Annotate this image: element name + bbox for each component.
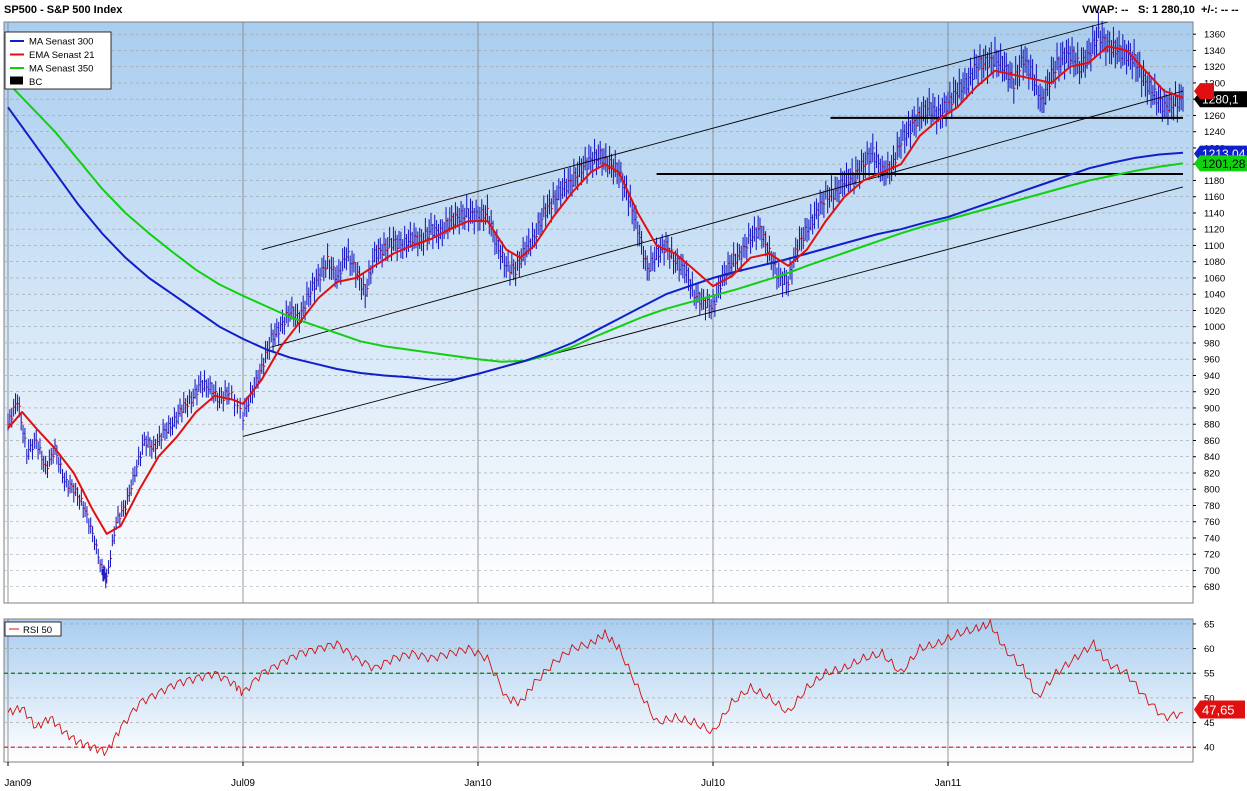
price-tick-label: 940	[1204, 371, 1220, 382]
price-tick-label: 1120	[1204, 225, 1224, 236]
rsi-legend-box	[4, 621, 62, 637]
price-tick-label: 960	[1204, 355, 1220, 366]
ema21-line	[7, 45, 1184, 535]
price-tick-label: 1180	[1204, 176, 1224, 187]
rsi-legend: RSI 50	[4, 621, 62, 637]
rsi-tick-label: 60	[1204, 644, 1215, 655]
rsi-tick-label: 55	[1204, 669, 1215, 680]
price-tick-label: 840	[1204, 452, 1220, 463]
rsi-tick-label: 65	[1204, 619, 1215, 630]
legend-swatch	[10, 76, 23, 85]
last-value-text: 1201,28	[1202, 157, 1246, 171]
price-tick-label: 1260	[1204, 111, 1225, 122]
last-value-flag	[1194, 155, 1247, 172]
rsi-tick-label: 45	[1204, 718, 1215, 729]
price-tick-label: 920	[1204, 387, 1220, 398]
legend-label: EMA Senast 21	[29, 50, 94, 61]
rsi-last-value-label: 47,65	[1194, 700, 1245, 719]
vwap-readout: VWAP: --	[1082, 4, 1129, 16]
last-value-label: 1201,28	[1194, 155, 1247, 172]
last-value-label	[1194, 83, 1214, 100]
price-tick-label: 1300	[1204, 78, 1225, 89]
rsi-last-value-text: 47,65	[1202, 702, 1235, 717]
rsi-last-value-flag	[1194, 700, 1245, 719]
rsi-tick-label: 50	[1204, 693, 1215, 704]
price-tick-label: 1100	[1204, 241, 1224, 252]
price-tick-label: 1080	[1204, 257, 1225, 268]
price-tick-label: 1340	[1204, 46, 1225, 57]
trend-channel-line	[261, 21, 1108, 250]
legend-label: BC	[29, 77, 42, 88]
price-tick-label: 980	[1204, 338, 1220, 349]
trend-channel-line	[242, 186, 1184, 437]
change-readout: +/-: -- --	[1201, 4, 1239, 16]
time-tick-label: Jan11	[935, 778, 962, 789]
chart-header: SP500 - S&P 500 Index VWAP: -- S: 1 280,…	[0, 0, 1247, 20]
price-tick-label: 720	[1204, 550, 1220, 561]
price-tick-label: 1240	[1204, 127, 1225, 138]
price-tick-label: 1060	[1204, 273, 1225, 284]
price-tick-label: 1040	[1204, 290, 1225, 301]
price-tick-label: 1000	[1204, 322, 1225, 333]
trend-channel-line	[271, 90, 1184, 348]
ma300-line	[7, 106, 1184, 381]
price-tick-label: 1160	[1204, 192, 1224, 203]
price-tick-label: 1320	[1204, 62, 1225, 73]
price-legend: MA Senast 300 EMA Senast 21 MA Senast 350 B…	[4, 31, 112, 90]
price-tick-label: 1140	[1204, 208, 1224, 219]
price-tick-label: 780	[1204, 501, 1220, 512]
time-tick-label: Jul10	[701, 778, 725, 789]
price-tick-label: 740	[1204, 533, 1220, 544]
price-tick-label: 820	[1204, 468, 1220, 479]
price-tick-label: 880	[1204, 420, 1220, 431]
price-tick-label: 700	[1204, 566, 1220, 577]
rsi-panel-background	[3, 618, 1194, 763]
price-tick-label: 1020	[1204, 306, 1225, 317]
ma350-line	[7, 82, 1184, 363]
time-tick-label: Jan10	[464, 778, 492, 789]
legend-label: MA Senast 300	[29, 37, 93, 48]
time-tick-label: Jul09	[231, 778, 255, 789]
price-panel-background	[3, 21, 1194, 604]
chart-title: SP500 - S&P 500 Index	[4, 4, 123, 16]
price-tick-label: 900	[1204, 403, 1220, 414]
rsi-legend-label: RSI 50	[23, 625, 52, 636]
legend-label: MA Senast 350	[29, 64, 93, 75]
price-tick-label: 760	[1204, 517, 1220, 528]
price-tick-label: 1360	[1204, 30, 1225, 41]
s-readout: S: 1 280,10	[1138, 4, 1195, 16]
rsi-line	[7, 619, 1184, 757]
price-tick-label: 860	[1204, 436, 1220, 447]
price-tick-label: 680	[1204, 582, 1220, 593]
last-value-flag	[1194, 83, 1214, 100]
price-tick-label: 800	[1204, 485, 1220, 496]
rsi-tick-label: 40	[1204, 743, 1215, 754]
time-tick-label: Jan09	[4, 778, 32, 789]
